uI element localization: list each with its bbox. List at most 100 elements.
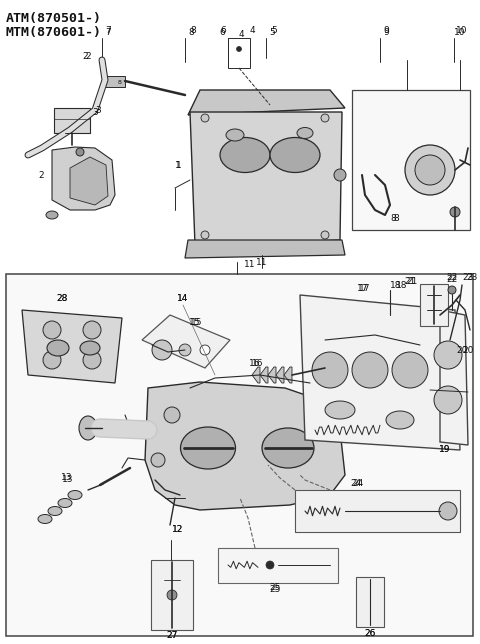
Polygon shape <box>276 367 284 383</box>
Text: 17: 17 <box>359 283 371 292</box>
Polygon shape <box>142 315 230 368</box>
Bar <box>352 90 470 230</box>
Bar <box>295 490 460 532</box>
Text: 8: 8 <box>393 214 399 222</box>
Polygon shape <box>284 367 292 383</box>
Circle shape <box>43 321 61 339</box>
Circle shape <box>237 46 241 52</box>
Circle shape <box>334 169 346 181</box>
Ellipse shape <box>262 428 314 468</box>
Text: 7: 7 <box>105 28 111 37</box>
Text: 14: 14 <box>177 294 189 303</box>
Circle shape <box>164 407 180 423</box>
Text: 14: 14 <box>177 294 189 303</box>
Text: 17: 17 <box>357 283 369 292</box>
Ellipse shape <box>80 341 100 355</box>
Text: 10: 10 <box>456 26 468 35</box>
Polygon shape <box>188 90 345 115</box>
Circle shape <box>201 231 209 239</box>
Bar <box>228 38 250 68</box>
Circle shape <box>405 145 455 195</box>
Polygon shape <box>22 310 122 383</box>
Ellipse shape <box>226 129 244 141</box>
Text: 9: 9 <box>383 26 389 35</box>
Text: 10: 10 <box>454 28 466 37</box>
Bar <box>356 577 384 627</box>
Text: 8: 8 <box>188 28 194 37</box>
Polygon shape <box>268 367 276 383</box>
Circle shape <box>434 386 462 414</box>
Circle shape <box>415 155 445 185</box>
Ellipse shape <box>46 211 58 219</box>
Text: 15: 15 <box>189 317 201 327</box>
Bar <box>103 76 125 87</box>
Bar <box>420 284 448 326</box>
Circle shape <box>434 341 462 369</box>
Text: 25: 25 <box>269 585 281 594</box>
Text: 27: 27 <box>166 632 178 641</box>
Circle shape <box>43 351 61 369</box>
Polygon shape <box>190 112 342 245</box>
Text: 6: 6 <box>219 28 225 37</box>
Bar <box>151 560 193 630</box>
Polygon shape <box>252 367 260 383</box>
Text: 2: 2 <box>38 171 44 180</box>
Text: 1: 1 <box>176 160 182 169</box>
Text: 24: 24 <box>352 478 364 488</box>
Text: 4: 4 <box>249 26 255 35</box>
Text: 6: 6 <box>220 26 226 35</box>
Text: 25: 25 <box>269 583 281 592</box>
Circle shape <box>266 561 274 569</box>
Ellipse shape <box>297 128 313 138</box>
Circle shape <box>167 590 177 600</box>
Text: 7: 7 <box>105 26 111 35</box>
Text: 3: 3 <box>95 106 101 115</box>
Text: 19: 19 <box>439 446 451 455</box>
Polygon shape <box>145 382 345 510</box>
Text: 26: 26 <box>364 629 376 638</box>
Text: 5: 5 <box>271 26 277 35</box>
Text: 12: 12 <box>172 526 184 535</box>
Text: 22: 22 <box>446 272 457 281</box>
Text: 28: 28 <box>56 294 68 303</box>
Circle shape <box>321 114 329 122</box>
Text: 20: 20 <box>462 345 473 354</box>
Text: 28: 28 <box>56 294 68 303</box>
Circle shape <box>83 351 101 369</box>
Text: 21: 21 <box>405 276 416 285</box>
Polygon shape <box>260 367 268 383</box>
Ellipse shape <box>180 427 236 469</box>
Text: 11: 11 <box>244 260 256 269</box>
Circle shape <box>152 340 172 360</box>
Ellipse shape <box>325 401 355 419</box>
Ellipse shape <box>48 506 62 515</box>
Text: 15: 15 <box>191 317 203 327</box>
Circle shape <box>392 352 428 388</box>
Text: 2: 2 <box>83 52 88 61</box>
Circle shape <box>448 286 456 294</box>
Circle shape <box>200 345 210 355</box>
Circle shape <box>321 231 329 239</box>
Circle shape <box>312 352 348 388</box>
Text: 16: 16 <box>252 359 264 368</box>
Text: 23: 23 <box>462 272 474 281</box>
Text: 11: 11 <box>256 258 268 267</box>
Circle shape <box>450 207 460 217</box>
Text: 1: 1 <box>175 160 181 169</box>
Text: 8: 8 <box>390 214 396 222</box>
Text: 24: 24 <box>350 478 361 488</box>
Text: 26: 26 <box>364 629 376 638</box>
Polygon shape <box>440 310 468 445</box>
Text: 8: 8 <box>190 26 196 35</box>
Ellipse shape <box>68 491 82 500</box>
Text: 8: 8 <box>118 79 122 84</box>
Text: MTM(870601-): MTM(870601-) <box>6 26 102 39</box>
Text: 2: 2 <box>85 52 91 61</box>
Ellipse shape <box>386 411 414 429</box>
Ellipse shape <box>270 138 320 173</box>
Text: 21: 21 <box>406 276 418 285</box>
Circle shape <box>151 453 165 467</box>
Polygon shape <box>185 240 345 258</box>
Ellipse shape <box>220 138 270 173</box>
Text: 13: 13 <box>62 475 74 484</box>
